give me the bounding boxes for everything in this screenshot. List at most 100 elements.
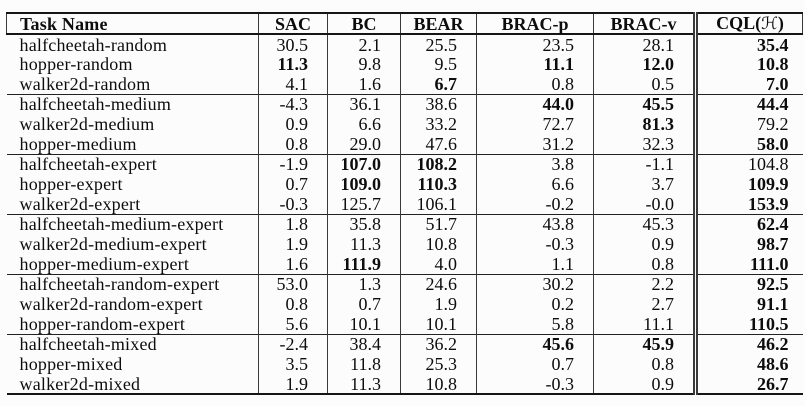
score-cell: 11.1 [593, 314, 696, 334]
score-cell: 107.0 [327, 153, 401, 174]
score-cell: -0.2 [476, 194, 594, 214]
task-name-cell: halfcheetah-medium-expert [6, 213, 259, 234]
table-row: walker2d-medium-expert 1.9 11.3 10.8 -0.3 0.9… [7, 234, 803, 254]
score-cell: 32.3 [593, 134, 696, 154]
score-cell: -0.3 [476, 234, 594, 254]
table-row: hopper-mixed 3.5 11.8 25.3 0.7 0.8 48.6 [7, 354, 803, 374]
table-row: hopper-random 11.3 9.8 9.5 11.1 12.0 10.8 [7, 54, 803, 74]
score-cell: 30.5 [258, 34, 328, 54]
score-cell: 1.6 [327, 74, 401, 94]
score-cell: 0.7 [476, 354, 594, 374]
score-cell: 109.9 [693, 174, 803, 194]
score-cell: 35.4 [693, 34, 803, 54]
task-name-cell: walker2d-random [19, 73, 151, 94]
score-cell: 10.8 [400, 374, 477, 394]
score-cell: 0.9 [593, 374, 696, 394]
score-cell: 58.0 [693, 134, 803, 154]
score-cell: -1.9 [258, 153, 328, 174]
score-cell: 0.5 [593, 74, 696, 94]
score-cell: 35.8 [327, 213, 401, 234]
column-header: BEAR [400, 13, 477, 35]
score-cell: 4.0 [400, 254, 477, 274]
score-cell: 11.3 [258, 54, 328, 74]
score-cell: 11.3 [327, 234, 401, 254]
score-cell: 9.5 [400, 54, 477, 74]
score-cell: 45.5 [593, 93, 696, 114]
score-cell: 6.6 [327, 114, 401, 134]
score-cell: 72.7 [476, 114, 594, 134]
score-cell: 0.8 [258, 134, 328, 154]
score-cell: 47.6 [400, 134, 477, 154]
score-cell: 106.1 [400, 194, 477, 214]
score-cell: 44.4 [693, 93, 803, 114]
score-cell: 46.2 [693, 333, 803, 354]
task-name-cell: hopper-mixed [19, 354, 123, 374]
task-name-cell: hopper-random-expert [19, 313, 186, 334]
task-name-cell: halfcheetah-medium [6, 93, 259, 114]
task-name-cell: halfcheetah-random [19, 34, 168, 55]
score-cell: 3.5 [258, 354, 328, 374]
score-cell: 36.2 [400, 333, 477, 354]
score-cell: 1.6 [258, 254, 328, 274]
table-row: halfcheetah-expert -1.9 107.0 108.2 3.8 -1.1 1… [6, 153, 803, 174]
score-cell: 3.8 [476, 153, 594, 174]
score-cell: 4.1 [258, 74, 328, 94]
score-cell: 11.3 [327, 374, 401, 394]
score-cell: 28.1 [593, 34, 696, 54]
task-name-cell: halfcheetah-mixed [6, 333, 259, 354]
score-cell: 1.9 [258, 374, 328, 394]
table-row: halfcheetah-medium -4.3 36.1 38.6 44.0 45.5 44… [6, 93, 803, 114]
table-row: hopper-expert 0.7 109.0 110.3 6.6 3.7 109.9 [7, 174, 803, 194]
score-cell: 104.8 [693, 153, 803, 174]
table-row: walker2d-mixed 1.9 11.3 10.8 -0.3 0.9 26.7 [7, 374, 803, 394]
score-cell: 108.2 [400, 153, 477, 174]
score-cell: -0.3 [476, 374, 594, 394]
table-row: halfcheetah-mixed -2.4 38.4 36.2 45.6 45.9 46.… [6, 333, 803, 354]
column-header: BC [327, 13, 401, 35]
table-row: walker2d-medium 0.9 6.6 33.2 72.7 81.3 79.2 [7, 114, 803, 134]
task-name-cell: walker2d-random-expert [19, 294, 203, 314]
task-name-cell: hopper-expert [19, 174, 123, 194]
score-cell: 0.8 [593, 354, 696, 374]
score-cell: 0.9 [258, 114, 328, 134]
score-cell: 5.8 [476, 314, 594, 334]
score-cell: 10.8 [693, 54, 803, 74]
score-cell: 0.2 [476, 294, 594, 314]
score-cell: 98.7 [693, 234, 803, 254]
score-cell: -0.0 [593, 194, 696, 214]
score-cell: 38.4 [327, 333, 401, 354]
score-cell: 45.3 [593, 213, 696, 234]
score-cell: 10.8 [400, 234, 477, 254]
score-cell: 6.6 [476, 174, 594, 194]
score-cell: 45.9 [593, 333, 696, 354]
score-cell: 29.0 [327, 134, 401, 154]
score-cell: -2.4 [258, 333, 328, 354]
task-name-cell: walker2d-mixed [19, 373, 141, 394]
column-header-task-name: Task Name [6, 13, 259, 35]
score-cell: 33.2 [400, 114, 477, 134]
header-row: Task Name SAC BC BEAR BRAC-p BRAC-v CQL(ℋ) [6, 13, 803, 35]
table-row: walker2d-random 4.1 1.6 6.7 0.8 0.5 7.0 [7, 74, 803, 94]
score-cell: 30.2 [476, 273, 594, 294]
cql-header-prefix: CQL( [716, 13, 762, 33]
task-name-cell: halfcheetah-random-expert [6, 273, 259, 294]
score-cell: 1.3 [327, 273, 401, 294]
table-row: walker2d-random-expert 0.8 0.7 1.9 0.2 2.7 91.… [7, 294, 803, 314]
score-cell: 2.1 [327, 34, 401, 54]
score-cell: 10.1 [327, 314, 401, 334]
score-cell: 43.8 [476, 213, 594, 234]
score-cell: 23.5 [476, 34, 594, 54]
score-cell: 10.1 [400, 314, 477, 334]
column-header: BRAC-v [593, 13, 696, 35]
score-cell: 24.6 [400, 273, 477, 294]
score-cell: 109.0 [327, 174, 401, 194]
score-cell: 110.5 [693, 314, 803, 334]
score-cell: 11.8 [327, 354, 401, 374]
cql-header-suffix: ) [777, 13, 784, 33]
column-header-cql: CQL(ℋ) [693, 13, 803, 35]
score-cell: 1.9 [258, 234, 328, 254]
column-header: BRAC-p [476, 13, 594, 35]
benchmark-results-table: Task Name SAC BC BEAR BRAC-p BRAC-v CQL(ℋ) hal… [6, 12, 803, 395]
task-name-cell: hopper-medium-expert [19, 253, 190, 274]
